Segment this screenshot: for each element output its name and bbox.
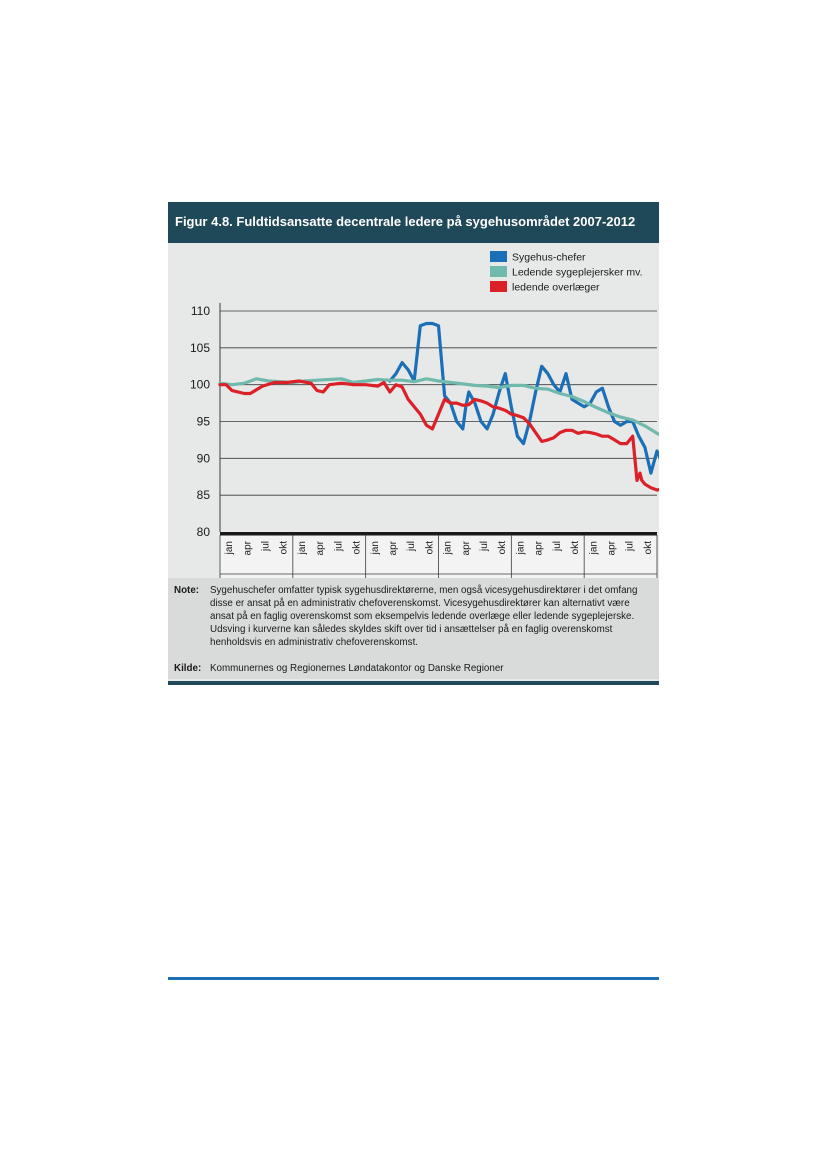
month-tick-label: jul bbox=[625, 541, 636, 552]
month-tick-label: apr bbox=[606, 540, 617, 555]
legend: Sygehus-chefer Ledende sygeplejersker mv.… bbox=[490, 251, 643, 294]
notes-panel: Note: Sygehuschefer omfatter typisk syge… bbox=[168, 578, 659, 679]
month-tick-label: okt bbox=[424, 541, 435, 555]
month-tick-label: jul bbox=[406, 541, 417, 552]
month-tick-label: okt bbox=[570, 541, 581, 555]
y-tick-label: 85 bbox=[197, 488, 211, 502]
month-tick-label: jul bbox=[333, 541, 344, 552]
note-row: Note: Sygehuschefer omfatter typisk syge… bbox=[174, 584, 659, 652]
plot-area bbox=[218, 321, 659, 492]
month-tick-label: okt bbox=[279, 541, 290, 555]
note-label: Note: bbox=[174, 585, 200, 596]
legend-swatch bbox=[490, 281, 507, 292]
month-tick-label: okt bbox=[352, 541, 363, 555]
y-tick-label: 95 bbox=[197, 415, 211, 429]
figure-title: Figur 4.8. Fuldtidsansatte decentrale le… bbox=[175, 214, 636, 229]
series-line bbox=[218, 379, 659, 492]
source-row: Kilde: Kommunernes og Regionernes Løndat… bbox=[174, 662, 659, 675]
month-tick-label: jan bbox=[224, 541, 235, 555]
series-line bbox=[388, 321, 659, 475]
figure-header: Figur 4.8. Fuldtidsansatte decentrale le… bbox=[168, 202, 659, 243]
month-tick-label: jul bbox=[479, 541, 490, 552]
legend-label: Ledende sygeplejersker mv. bbox=[512, 267, 643, 279]
month-tick-label: apr bbox=[461, 540, 472, 555]
y-tick-label: 105 bbox=[190, 341, 210, 355]
line-chart: 200720082009201020112012janaprjuloktjana… bbox=[190, 251, 659, 578]
legend-label: ledende overlæger bbox=[512, 282, 600, 294]
month-tick-label: okt bbox=[643, 541, 654, 555]
legend-swatch bbox=[490, 266, 507, 277]
month-tick-label: apr bbox=[534, 540, 545, 555]
month-tick-label: jan bbox=[515, 541, 526, 555]
legend-label: Sygehus-chefer bbox=[512, 252, 586, 264]
y-tick-label: 80 bbox=[197, 525, 211, 539]
y-tick-label: 110 bbox=[191, 304, 210, 318]
month-tick-label: jul bbox=[261, 541, 272, 552]
chart-figure: Figur 4.8. Fuldtidsansatte decentrale le… bbox=[168, 202, 659, 685]
note-text: Sygehuschefer omfatter typisk sygehusdir… bbox=[210, 585, 638, 648]
x-axis: 200720082009201020112012janaprjuloktjana… bbox=[219, 532, 658, 578]
month-tick-label: jan bbox=[588, 541, 599, 555]
month-tick-label: okt bbox=[497, 541, 508, 555]
source-label: Kilde: bbox=[174, 663, 202, 674]
month-tick-label: apr bbox=[388, 540, 399, 555]
figure-bottom-bar bbox=[168, 681, 659, 685]
month-tick-label: apr bbox=[242, 540, 253, 555]
source-text: Kommunernes og Regionernes Løndatakontor… bbox=[210, 663, 504, 674]
legend-swatch bbox=[490, 251, 507, 262]
y-tick-label: 100 bbox=[190, 378, 210, 392]
series-line bbox=[218, 377, 659, 437]
y-axis: 80 85 90 95 100 105 110 bbox=[190, 304, 210, 539]
page-divider bbox=[168, 977, 659, 980]
y-tick-label: 90 bbox=[197, 451, 211, 465]
gridlines bbox=[219, 303, 657, 532]
month-tick-label: jan bbox=[370, 541, 381, 555]
month-tick-label: jan bbox=[297, 541, 308, 555]
month-tick-label: apr bbox=[315, 540, 326, 555]
month-tick-label: jan bbox=[443, 541, 454, 555]
month-tick-label: jul bbox=[552, 541, 563, 552]
x-axis-line bbox=[220, 532, 657, 536]
